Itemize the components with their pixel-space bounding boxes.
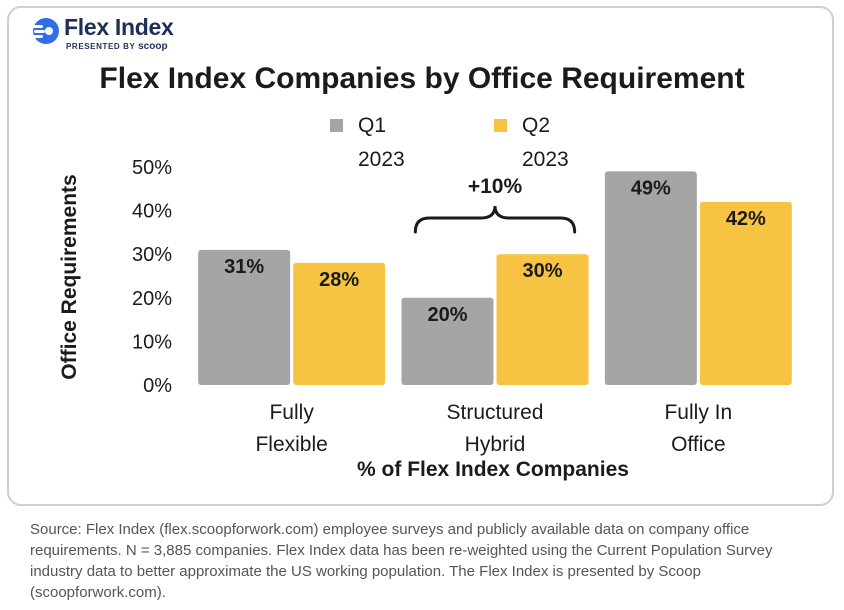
- x-tick-label: Flexible: [255, 433, 327, 456]
- y-tick-label: 30%: [132, 244, 172, 266]
- bar-q2: [496, 254, 589, 385]
- annotation-brace: [413, 205, 577, 234]
- y-axis-title: Office Requirements: [58, 174, 81, 379]
- data-label: 28%: [319, 269, 359, 291]
- x-tick-label: Fully In: [664, 401, 732, 424]
- legend-swatch-q1: [330, 119, 343, 132]
- bar-q2: [699, 201, 792, 385]
- x-tick-label: Fully: [269, 401, 314, 424]
- data-label: 31%: [224, 256, 264, 278]
- scoop-brand: scoop: [138, 41, 168, 52]
- legend-label: 2023: [522, 148, 569, 171]
- bar-q1: [604, 171, 697, 385]
- data-label: 30%: [522, 260, 562, 282]
- flex-index-logo: Flex Index PRESENTED BY scoop: [30, 14, 200, 54]
- y-tick-label: 50%: [132, 157, 172, 179]
- bar-q2: [293, 262, 386, 385]
- bar-q1: [401, 297, 494, 385]
- source-note: Source: Flex Index (flex.scoopforwork.co…: [30, 521, 773, 601]
- legend-label: 2023: [358, 148, 405, 171]
- y-tick-label: 10%: [132, 331, 172, 353]
- x-tick-label: Hybrid: [465, 433, 526, 456]
- x-tick-label: Structured: [447, 401, 544, 424]
- y-tick-label: 20%: [132, 288, 172, 310]
- bar-q1: [198, 249, 291, 385]
- data-label: 20%: [427, 304, 467, 326]
- bar-chart: 0% 10% 20% 30% 40% 50% Office Requirements 31% 2…: [58, 114, 792, 481]
- annotation-label: +10%: [468, 175, 523, 198]
- flex-index-logo-icon: [31, 18, 59, 44]
- presented-by: PRESENTED BY scoop: [66, 41, 168, 52]
- x-tick-label: Office: [671, 433, 725, 456]
- legend-swatch-q2: [494, 119, 507, 132]
- presented-by-label: PRESENTED BY: [66, 42, 136, 51]
- y-tick-label: 0%: [143, 375, 172, 397]
- x-axis-title: % of Flex Index Companies: [357, 458, 629, 481]
- y-tick-label: 40%: [132, 201, 172, 223]
- legend-label: Q1: [358, 114, 386, 137]
- legend-label: Q2: [522, 114, 550, 137]
- brand-name: Flex Index: [64, 14, 174, 40]
- chart-title: Flex Index Companies by Office Requireme…: [99, 62, 745, 95]
- data-label: 49%: [631, 177, 671, 199]
- data-label: 42%: [726, 208, 766, 230]
